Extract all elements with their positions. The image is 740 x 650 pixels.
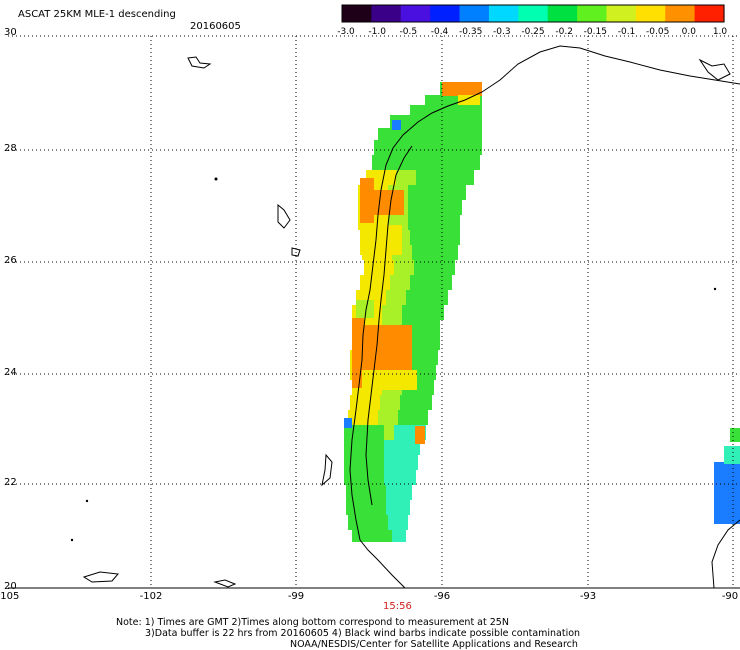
- data-cell: [344, 440, 384, 455]
- lake-outline: [187, 56, 212, 69]
- lake-outline: [277, 203, 291, 229]
- lake-outline: [213, 579, 237, 588]
- lat-label-22: 22: [4, 477, 17, 488]
- data-cell: [392, 120, 401, 130]
- data-cell: [374, 140, 482, 155]
- island-dot: [85, 499, 89, 503]
- data-cell: [344, 455, 384, 470]
- colorbar-segment: [606, 5, 637, 22]
- lon-label-90: -90: [721, 591, 739, 602]
- lat-label-30: 30: [4, 27, 17, 38]
- colorbar-label: -0.05: [646, 27, 670, 37]
- data-cell: [458, 95, 480, 105]
- note-line-3: NOAA/NESDIS/Center for Satellite Applica…: [290, 639, 578, 650]
- colorbar-border: [341, 4, 725, 23]
- colorbar-segment: [694, 5, 725, 22]
- island-dot: [70, 538, 74, 542]
- data-cell: [360, 225, 402, 255]
- colorbar: [341, 4, 725, 23]
- lon-label-105: -105: [0, 591, 20, 602]
- data-cell: [415, 426, 425, 444]
- lon-label-99: -99: [287, 591, 305, 602]
- note-line-2: 3)Data buffer is 22 hrs from 20160605 4)…: [145, 628, 581, 639]
- colorbar-label: -0.3: [493, 27, 511, 37]
- note-line-1: Note: 1) Times are GMT 2)Times along bot…: [116, 617, 509, 628]
- coastline-yucatan: [711, 519, 740, 589]
- pass-time: 15:56: [383, 601, 412, 612]
- lat-label-20: 20: [4, 581, 17, 592]
- data-cell: [360, 178, 374, 223]
- data-cell: [724, 446, 740, 464]
- lon-label-93: -93: [579, 591, 597, 602]
- colorbar-label: -0.2: [555, 27, 573, 37]
- colorbar-segment: [518, 5, 549, 22]
- colorbar-segment: [342, 5, 372, 22]
- colorbar-label: -0.25: [521, 27, 545, 37]
- lat-label-24: 24: [4, 367, 17, 378]
- data-cell: [364, 260, 394, 275]
- colorbar-segment: [371, 5, 402, 22]
- colorbar-segment: [635, 5, 666, 22]
- data-cell: [410, 105, 482, 115]
- colorbar-label: -0.15: [583, 27, 607, 37]
- lon-label-96: -96: [433, 591, 451, 602]
- colorbar-label: 0.0: [681, 27, 696, 37]
- colorbar-segment: [400, 5, 431, 22]
- colorbar-segment: [488, 5, 519, 22]
- lat-label-26: 26: [4, 255, 17, 266]
- colorbar-label: -0.5: [399, 27, 418, 37]
- lagoon-outline: [321, 453, 333, 487]
- data-cell: [714, 462, 740, 524]
- data-cell: [390, 115, 482, 128]
- data-cell: [344, 418, 352, 428]
- data-cell: [730, 428, 740, 442]
- data-cell: [362, 325, 412, 370]
- colorbar-segment: [430, 5, 461, 22]
- island-dot: [214, 177, 218, 181]
- ascat-data-cells: [344, 82, 740, 542]
- data-cell: [372, 155, 480, 170]
- barrier-island: [365, 145, 413, 506]
- data-cell: [348, 515, 388, 530]
- coastline-mexico: [359, 539, 406, 589]
- data-cell: [425, 95, 482, 105]
- graticule: [8, 35, 740, 588]
- data-cell: [442, 82, 482, 96]
- product-title: ASCAT 25KM MLE-1 descending: [18, 9, 176, 20]
- data-cell: [360, 275, 390, 290]
- data-cell: [378, 128, 482, 140]
- data-cell: [350, 395, 380, 410]
- bay-outline: [698, 58, 731, 81]
- colorbar-segment: [459, 5, 490, 22]
- lat-label-28: 28: [4, 143, 17, 154]
- lake-outline: [291, 247, 301, 257]
- colorbar-segment: [665, 5, 696, 22]
- island-dot: [713, 287, 717, 291]
- data-cell: [348, 410, 378, 425]
- colorbar-segment: [547, 5, 578, 22]
- coastline: [349, 45, 740, 541]
- lake-outline: [82, 571, 119, 583]
- colorbar-label: -1.0: [368, 27, 386, 37]
- data-cell: [346, 500, 386, 515]
- data-cell: [346, 485, 386, 500]
- product-date: 20160605: [190, 21, 241, 32]
- data-cell: [352, 530, 392, 542]
- colorbar-segment: [577, 5, 608, 22]
- colorbar-label: 1.0: [712, 27, 728, 37]
- colorbar-label: -0.4: [430, 27, 449, 37]
- colorbar-label: -0.1: [617, 27, 636, 37]
- colorbar-label: -3.0: [337, 27, 355, 37]
- data-cell: [362, 370, 417, 390]
- data-cell: [356, 300, 374, 318]
- colorbar-label: -0.35: [459, 27, 483, 37]
- lon-label-102: -102: [139, 591, 163, 602]
- data-cell: [344, 470, 384, 485]
